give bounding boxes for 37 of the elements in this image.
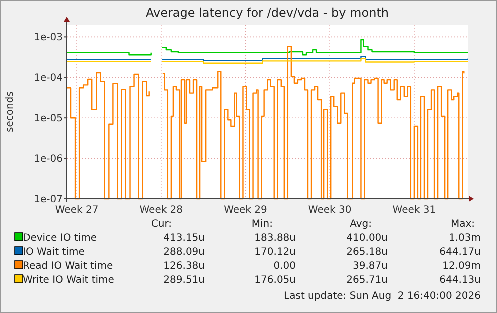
text: 1.03m: [448, 233, 481, 244]
text: Max:: [450, 219, 475, 230]
y-tick-label: 1e-04: [34, 73, 63, 84]
text: Min:: [252, 219, 273, 230]
text: 644.13u: [440, 275, 481, 286]
y-tick-label: 1e-05: [34, 114, 63, 125]
text: 126.38u: [164, 261, 205, 272]
text: 410.00u: [346, 233, 388, 244]
text: 12.09m: [442, 261, 481, 272]
text: 288.09u: [164, 247, 205, 258]
legend-label: Write IO Wait time: [23, 275, 114, 286]
text: 644.17u: [440, 247, 481, 258]
text: 0.00: [274, 261, 296, 272]
x-tick-label: Week 28: [140, 205, 184, 216]
text: 265.18u: [346, 247, 388, 258]
y-tick-label: 1e-07: [34, 194, 63, 206]
x-tick-label: Week 27: [55, 205, 99, 216]
text: 183.88u: [254, 233, 296, 244]
text: 176.05u: [254, 275, 296, 286]
y-axis-title: seconds: [5, 92, 16, 132]
y-tick-label: 1e-06: [34, 154, 63, 166]
text: Cur:: [151, 219, 172, 230]
legend-label: IO Wait time: [23, 247, 85, 258]
text: Last update: Sun Aug 2 16:40:00 2026: [284, 291, 481, 302]
text: 170.12u: [254, 247, 296, 258]
text: 39.87u: [353, 261, 388, 272]
y-tick-label: 1e-03: [34, 32, 63, 44]
chart-title: Average latency for /dev/vda - by month: [146, 6, 389, 20]
x-tick-label: Week 29: [224, 205, 268, 216]
x-tick-label: Week 31: [392, 205, 436, 216]
legend-label: Device IO time: [23, 233, 97, 244]
text: Avg:: [350, 219, 372, 230]
x-tick-label: Week 30: [308, 205, 352, 216]
legend-label: Read IO Wait time: [23, 261, 114, 272]
text: 289.51u: [164, 275, 205, 286]
text: 265.71u: [346, 275, 388, 286]
text: 413.15u: [164, 233, 205, 244]
